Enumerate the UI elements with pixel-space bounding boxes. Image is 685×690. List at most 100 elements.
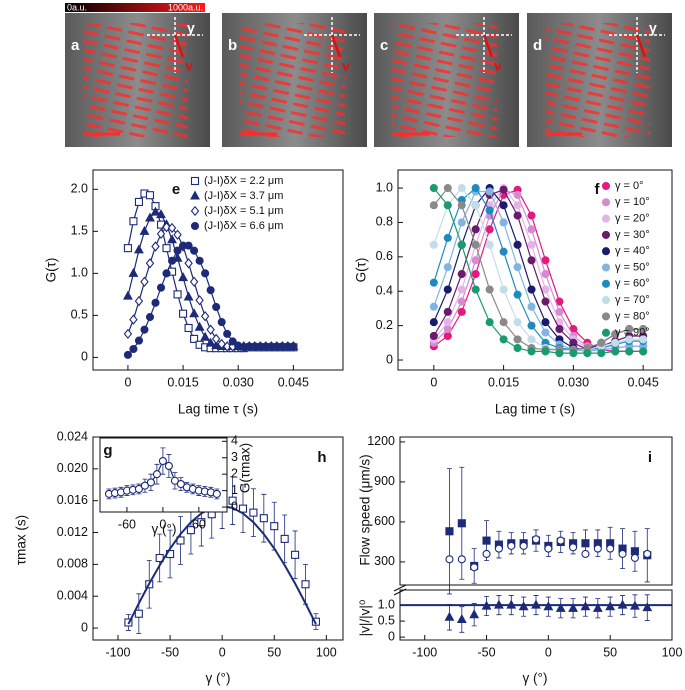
marker [611, 338, 620, 347]
image-annotation: γ [187, 20, 195, 36]
marker [162, 244, 171, 253]
legend-label: γ = 80° [615, 310, 650, 322]
marker [190, 334, 199, 343]
marker [228, 337, 237, 346]
marker [456, 614, 467, 624]
x-tick-label: 50 [603, 645, 617, 659]
marker [493, 599, 504, 609]
marker [625, 325, 634, 334]
marker [443, 184, 452, 193]
legend-label: (J-I)δX = 5.1 μm [204, 205, 283, 217]
marker [129, 314, 138, 325]
legend-marker [601, 214, 611, 223]
y-tick-label: 300 [374, 554, 395, 568]
marker [499, 247, 508, 256]
marker [485, 285, 494, 294]
y-axis-label: Flow speed (μm/s) [358, 454, 373, 565]
y-tick-label: 0.2 [376, 318, 393, 332]
y-tick-label: 3 [231, 450, 238, 464]
legend-label: γ = 70° [615, 294, 650, 306]
legend-marker [190, 221, 200, 231]
marker [162, 221, 171, 233]
marker [429, 331, 438, 341]
y-tick-label: 0 [81, 350, 88, 364]
marker [145, 258, 155, 269]
y-tick-label: 1.5 [71, 224, 88, 238]
y-tick-label: 0.5 [378, 613, 395, 627]
marker [625, 347, 634, 356]
marker [471, 201, 480, 210]
y-tick-label: 1200 [367, 434, 395, 448]
marker [457, 201, 466, 210]
marker [223, 329, 232, 338]
marker [617, 599, 628, 609]
marker [543, 601, 554, 611]
marker [156, 228, 166, 240]
marker [445, 555, 454, 564]
marker [156, 209, 166, 219]
marker [167, 256, 177, 265]
marker [443, 318, 452, 327]
marker [527, 321, 536, 330]
x-tick-label: 0.045 [278, 375, 309, 389]
legend-label: (J-I)δX = 3.7 μm [204, 190, 283, 202]
marker [134, 197, 144, 206]
x-tick-label: 0 [430, 375, 437, 389]
marker [206, 324, 215, 335]
marker [556, 536, 565, 545]
marker [184, 323, 193, 333]
marker [555, 602, 566, 612]
series-line [433, 189, 644, 352]
plot-frame [92, 436, 344, 641]
marker [541, 256, 550, 265]
plot-frame [397, 169, 673, 371]
marker [429, 201, 438, 210]
marker [541, 297, 550, 306]
red-streaks [240, 23, 345, 137]
marker [211, 340, 222, 350]
marker [499, 201, 508, 210]
y-tick-label: 0 [81, 620, 88, 634]
x-tick-label: 100 [662, 645, 683, 659]
image-label: c [380, 37, 388, 54]
marker [200, 331, 211, 341]
legend-label: (J-I)δX = 2.2 μm [204, 175, 283, 187]
marker [443, 331, 452, 341]
marker [140, 481, 149, 490]
marker [195, 256, 204, 265]
marker [513, 335, 522, 344]
x-axis-label: γ (°) [523, 671, 548, 686]
marker [211, 333, 221, 345]
y-axis-label: G(τ) [354, 258, 369, 283]
marker [270, 522, 279, 531]
x-tick-label: 0 [124, 375, 131, 389]
marker [597, 338, 606, 347]
marker [443, 201, 452, 210]
marker [555, 349, 564, 358]
velocity-arrow [482, 34, 494, 58]
plot-frame [99, 437, 228, 513]
marker [123, 328, 133, 340]
marker [485, 187, 494, 196]
marker [189, 276, 199, 287]
marker [513, 190, 522, 199]
x-tick-label: -60 [118, 517, 136, 531]
marker [176, 479, 185, 489]
marker [629, 600, 640, 610]
legend-marker [601, 328, 611, 337]
x-tick-label: 100 [316, 645, 337, 659]
marker [134, 336, 144, 345]
marker [457, 519, 466, 528]
marker [593, 544, 602, 553]
legend-marker [601, 296, 611, 305]
marker [123, 350, 132, 359]
y-tick-label: 1 [231, 483, 238, 497]
marker [471, 225, 480, 234]
inset-background [100, 438, 227, 512]
marker [569, 349, 578, 358]
marker [222, 341, 232, 352]
marker [639, 325, 648, 334]
y-tick-label: 0.5 [71, 308, 88, 322]
legend-label: γ = 60° [615, 278, 650, 290]
